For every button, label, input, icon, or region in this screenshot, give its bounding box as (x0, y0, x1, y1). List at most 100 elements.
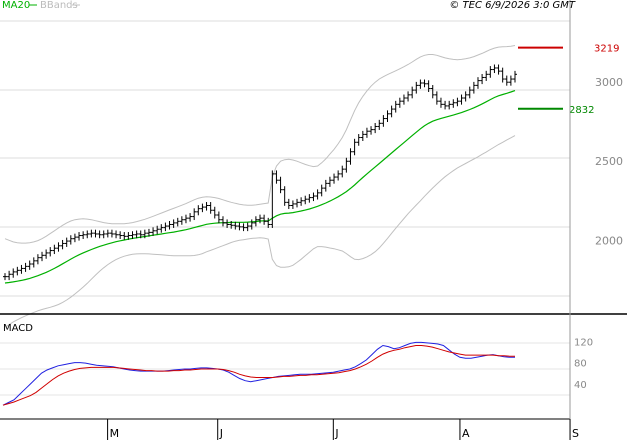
price-bar (508, 75, 513, 86)
price-bar (97, 230, 102, 239)
price-bar (393, 100, 398, 113)
price-bar (146, 228, 151, 237)
price-bar (118, 231, 123, 240)
price-bar (332, 173, 337, 184)
price-bar (72, 233, 77, 243)
price-bar (85, 230, 90, 239)
price-bar (130, 231, 135, 240)
price-bar (241, 223, 246, 232)
bb-legend: BBands (40, 0, 78, 11)
price-bar (418, 79, 423, 89)
price-bar (475, 77, 480, 89)
price-bar (290, 200, 295, 209)
price-bar (406, 91, 411, 102)
macd-tick-label: 120 (574, 337, 593, 348)
price-bar (237, 222, 242, 231)
price-bar (183, 214, 188, 224)
price-bar (258, 214, 262, 224)
price-bar (44, 249, 49, 259)
price-bar (348, 148, 353, 165)
price-bar (233, 221, 238, 230)
price-tick-label: 2000 (595, 234, 623, 247)
price-bar (196, 205, 201, 216)
price-bar (35, 254, 40, 265)
price-bar (15, 266, 20, 276)
price-panel-background (0, 0, 570, 313)
price-bars (3, 64, 517, 281)
macd-tick-label: 40 (574, 380, 587, 391)
bb-lower-line (4, 135, 516, 328)
price-bar (278, 176, 283, 194)
bollinger-bands (4, 45, 516, 328)
price-bar (142, 229, 147, 239)
price-bar (3, 273, 7, 281)
price-bar (336, 170, 341, 181)
price-bar (188, 213, 193, 222)
price-bar (504, 75, 509, 86)
price-bar (216, 211, 221, 224)
price-bar (11, 268, 16, 278)
bb-upper-line (4, 45, 516, 244)
level-label-2832: 2832 (569, 105, 594, 116)
price-bar (282, 186, 287, 206)
price-bar (438, 97, 443, 108)
price-bar (385, 110, 390, 123)
price-bar (286, 198, 291, 209)
price-bar (360, 130, 365, 142)
price-bar (208, 202, 213, 214)
price-bar (369, 126, 374, 135)
price-tick-label: 3000 (595, 76, 623, 89)
price-bar (410, 86, 415, 99)
price-bar (311, 192, 316, 202)
price-bar (455, 97, 460, 107)
price-bar (64, 237, 69, 247)
macd-tick-label: 80 (574, 359, 587, 370)
price-bar (81, 231, 86, 240)
price-bar (344, 157, 349, 173)
price-bar (323, 179, 328, 192)
price-bar (175, 217, 180, 227)
price-bar (451, 99, 456, 108)
price-bar (77, 232, 82, 241)
price-bar (229, 220, 234, 229)
price-bar (463, 91, 468, 102)
price-bar (204, 202, 209, 211)
price-bar (56, 242, 61, 252)
price-bar (114, 230, 119, 239)
price-bar (364, 127, 369, 138)
macd-axis: 40 80 120 (574, 337, 593, 391)
price-bar (352, 138, 357, 156)
price-bar (212, 206, 217, 219)
macd-line (2, 341, 515, 406)
price-bar (315, 189, 320, 200)
price-bar (245, 222, 250, 232)
x-tick-label: S (572, 427, 579, 440)
price-bar (19, 264, 24, 274)
x-tick-label: J (219, 427, 223, 440)
price-bar (401, 94, 406, 105)
price-bar (93, 229, 98, 238)
price-bar (220, 216, 225, 227)
price-bar (200, 203, 205, 213)
price-bar (434, 91, 439, 105)
price-bar (68, 235, 73, 245)
price-bar (48, 247, 53, 257)
price-bar (500, 67, 505, 83)
price-bar (179, 216, 184, 225)
price-bar (249, 219, 254, 230)
price-grid (0, 20, 570, 297)
price-bar (377, 119, 382, 130)
price-bar (23, 262, 28, 272)
price-bar (167, 220, 172, 230)
price-tick-label: 2500 (595, 155, 623, 168)
price-axis: 2000 2500 3000 (595, 76, 623, 247)
price-levels: 3219 2832 (518, 44, 619, 116)
price-bar (447, 100, 452, 110)
price-bar (492, 64, 497, 74)
price-bar (430, 85, 435, 99)
price-bar (134, 230, 139, 239)
price-bar (151, 227, 156, 236)
price-bar (389, 105, 394, 118)
